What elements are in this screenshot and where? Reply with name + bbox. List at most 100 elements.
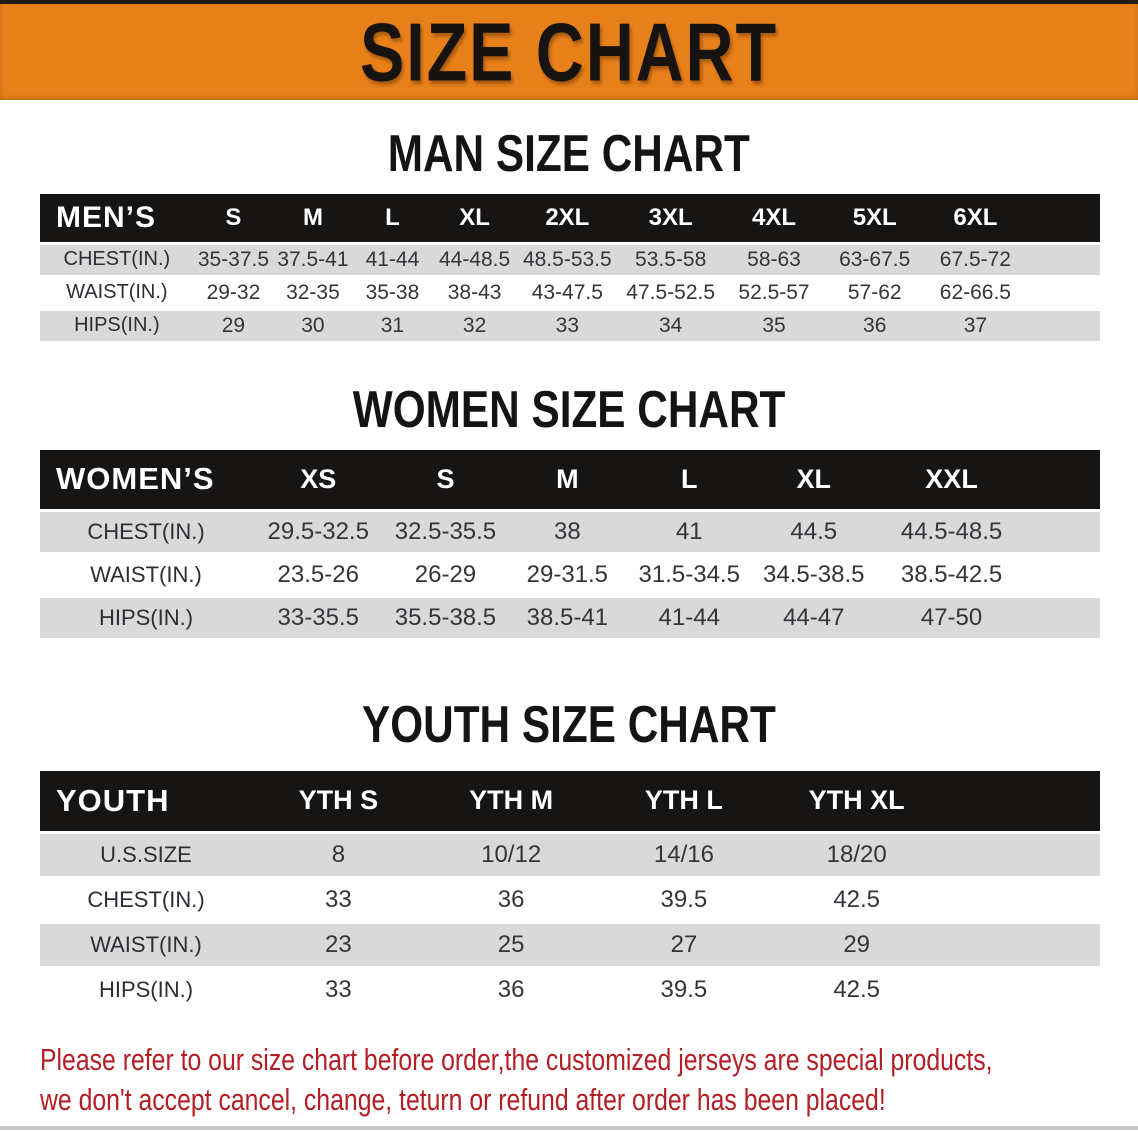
- header-filler: [943, 771, 1100, 834]
- table-cell: 37.5-41: [273, 243, 353, 278]
- table-cell: 32-35: [273, 276, 353, 311]
- row-label: CHEST(IN.): [40, 877, 252, 924]
- table-cell: 41-44: [628, 596, 751, 641]
- row-label: HIPS(IN.): [40, 967, 252, 1014]
- row-label: WAIST(IN.): [40, 276, 194, 311]
- table-cell: 42.5: [770, 967, 944, 1014]
- column-header: YTH XL: [770, 771, 944, 834]
- row-label: HIPS(IN.): [40, 309, 194, 344]
- table-cell: 44-48.5: [432, 243, 517, 278]
- table-cell: 44-47: [750, 596, 878, 641]
- column-header: YTH M: [424, 771, 598, 834]
- column-header: 2XL: [516, 194, 618, 245]
- table-cell: 18/20: [770, 832, 944, 879]
- table-cell: 35: [723, 309, 825, 344]
- bottom-divider-line: [0, 1126, 1138, 1130]
- table-cell: 43-47.5: [516, 276, 618, 311]
- page-title: SIZE CHART: [360, 5, 778, 99]
- column-header: M: [506, 449, 629, 512]
- table-row: U.S.SIZE 8 10/12 14/16 18/20: [40, 832, 1100, 879]
- table-cell: 36: [824, 309, 926, 344]
- youth-corner-label: YOUTH: [40, 771, 252, 834]
- banner: SIZE CHART: [0, 4, 1138, 100]
- table-cell: 29-32: [193, 276, 274, 311]
- table-cell: 29.5-32.5: [252, 510, 385, 555]
- table-cell: 42.5: [770, 877, 944, 924]
- cell-filler: [1025, 276, 1100, 311]
- table-cell: 26-29: [384, 553, 507, 598]
- table-cell: 67.5-72: [925, 243, 1026, 278]
- table-cell: 57-62: [824, 276, 926, 311]
- column-header: 3XL: [617, 194, 724, 245]
- table-row: HIPS(IN.) 29 30 31 32 33 34 35 36 37: [40, 309, 1100, 344]
- table-cell: 27: [597, 922, 771, 969]
- table-cell: 10/12: [424, 832, 598, 879]
- table-cell: 44.5-48.5: [877, 510, 1026, 555]
- table-cell: 36: [424, 967, 598, 1014]
- table-cell: 35-38: [352, 276, 433, 311]
- youth-size-table: YOUTH YTH S YTH M YTH L YTH XL U.S.SIZE …: [40, 771, 1100, 1014]
- youth-heading-text: YOUTH SIZE CHART: [362, 694, 776, 754]
- table-cell: 30: [273, 309, 353, 344]
- column-header: 6XL: [925, 194, 1026, 245]
- table-cell: 14/16: [597, 832, 771, 879]
- table-cell: 29: [193, 309, 274, 344]
- table-cell: 39.5: [597, 967, 771, 1014]
- table-cell: 52.5-57: [723, 276, 825, 311]
- table-row: CHEST(IN.) 35-37.5 37.5-41 41-44 44-48.5…: [40, 243, 1100, 278]
- row-label: CHEST(IN.): [40, 510, 252, 555]
- disclaimer-line-1: Please refer to our size chart before or…: [40, 1041, 993, 1077]
- table-cell: 32: [432, 309, 517, 344]
- cell-filler: [943, 877, 1100, 924]
- row-label: U.S.SIZE: [40, 832, 252, 879]
- table-cell: 33: [252, 967, 425, 1014]
- cell-filler: [943, 832, 1100, 879]
- table-cell: 33-35.5: [252, 596, 385, 641]
- table-cell: 41-44: [352, 243, 433, 278]
- table-cell: 58-63: [723, 243, 825, 278]
- table-cell: 8: [252, 832, 425, 879]
- row-label: CHEST(IN.): [40, 243, 194, 278]
- women-size-table: WOMEN’S XS S M L XL XXL CHEST(IN.) 29.5-…: [40, 449, 1100, 641]
- top-divider-line: [0, 0, 1138, 4]
- women-header-row: WOMEN’S XS S M L XL XXL: [40, 449, 1100, 512]
- column-header: XS: [252, 449, 385, 512]
- row-label: HIPS(IN.): [40, 596, 252, 641]
- table-cell: 36: [424, 877, 598, 924]
- table-cell: 33: [252, 877, 425, 924]
- table-cell: 62-66.5: [925, 276, 1026, 311]
- table-cell: 34: [617, 309, 724, 344]
- column-header: YTH L: [597, 771, 771, 834]
- column-header: XXL: [877, 449, 1026, 512]
- column-header: L: [352, 194, 433, 245]
- row-label: WAIST(IN.): [40, 553, 252, 598]
- table-cell: 38.5-41: [506, 596, 629, 641]
- table-cell: 39.5: [597, 877, 771, 924]
- table-cell: 23.5-26: [252, 553, 385, 598]
- table-cell: 38-43: [432, 276, 517, 311]
- column-header: S: [193, 194, 274, 245]
- table-cell: 37: [925, 309, 1026, 344]
- table-cell: 44.5: [750, 510, 878, 555]
- row-label: WAIST(IN.): [40, 922, 252, 969]
- table-cell: 48.5-53.5: [516, 243, 618, 278]
- table-row: CHEST(IN.) 29.5-32.5 32.5-35.5 38 41 44.…: [40, 510, 1100, 555]
- table-cell: 63-67.5: [824, 243, 926, 278]
- cell-filler: [1025, 596, 1100, 641]
- women-heading-text: WOMEN SIZE CHART: [352, 379, 786, 438]
- column-header: XL: [432, 194, 517, 245]
- table-cell: 41: [628, 510, 751, 555]
- section-heading-men: MAN SIZE CHART: [0, 124, 1138, 182]
- column-header: YTH S: [252, 771, 425, 834]
- column-header: 4XL: [723, 194, 825, 245]
- column-header: XL: [750, 449, 878, 512]
- header-filler: [1025, 449, 1100, 512]
- table-cell: 35.5-38.5: [384, 596, 507, 641]
- column-header: L: [628, 449, 751, 512]
- cell-filler: [1025, 243, 1100, 278]
- table-cell: 23: [252, 922, 425, 969]
- table-cell: 29: [770, 922, 944, 969]
- table-cell: 53.5-58: [617, 243, 724, 278]
- table-row: HIPS(IN.) 33 36 39.5 42.5: [40, 967, 1100, 1014]
